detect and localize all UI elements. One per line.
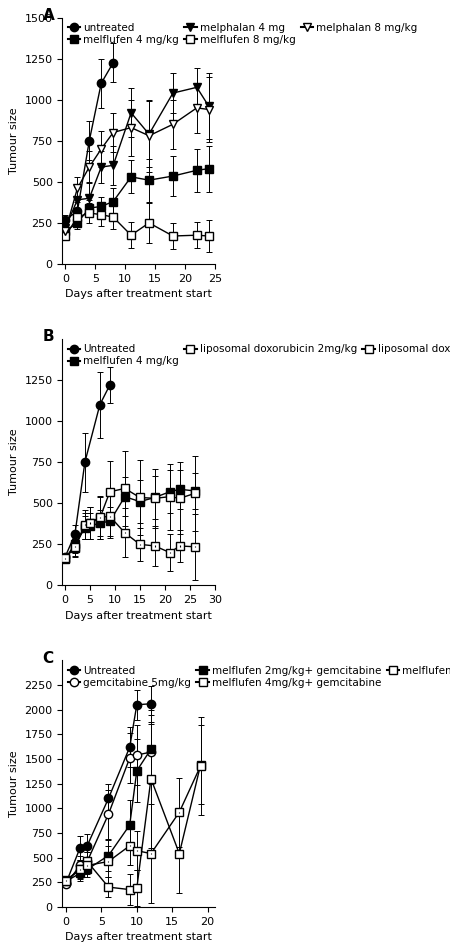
Text: A: A — [43, 8, 54, 23]
Legend: untreated, melflufen 4 mg/kg, melphalan 4 mg, melflufen 8 mg/kg, melphalan 8 mg/: untreated, melflufen 4 mg/kg, melphalan … — [68, 23, 418, 45]
Legend: Untreated, gemcitabine 5mg/kg, melflufen 2mg/kg+ gemcitabine, melflufen 4mg/kg+ : Untreated, gemcitabine 5mg/kg, melflufen… — [68, 666, 450, 688]
Y-axis label: Tumour size: Tumour size — [9, 750, 19, 817]
X-axis label: Days after treatment start: Days after treatment start — [65, 932, 212, 942]
Text: B: B — [43, 329, 54, 344]
Legend: Untreated, melflufen 4 mg/kg, liposomal doxorubicin 2mg/kg, liposomal doxorubici: Untreated, melflufen 4 mg/kg, liposomal … — [68, 344, 450, 366]
Y-axis label: Tumour size: Tumour size — [9, 429, 19, 495]
Y-axis label: Tumour size: Tumour size — [9, 107, 19, 174]
X-axis label: Days after treatment start: Days after treatment start — [65, 611, 212, 621]
Text: C: C — [43, 650, 54, 666]
X-axis label: Days after treatment start: Days after treatment start — [65, 289, 212, 300]
